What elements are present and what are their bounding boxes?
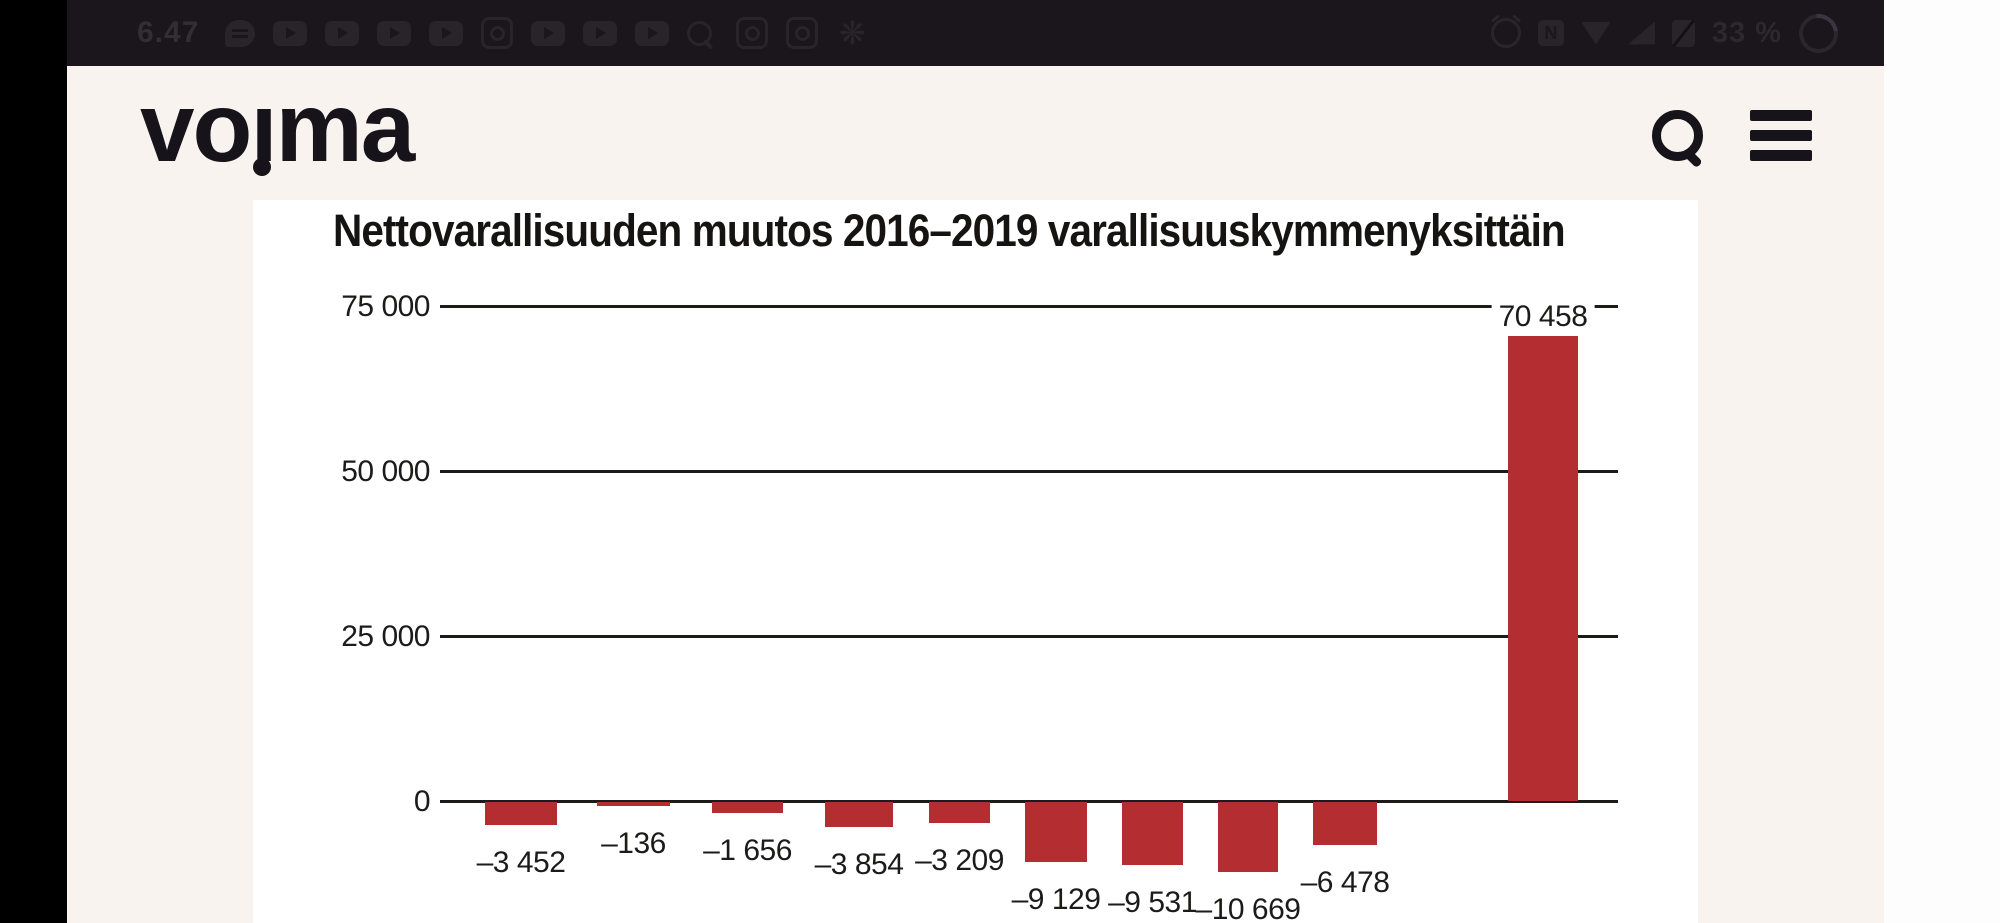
battery-ring-icon xyxy=(1791,5,1846,61)
bar-value-label: –136 xyxy=(601,827,666,860)
hamburger-icon xyxy=(1750,110,1812,121)
youtube-icon xyxy=(531,20,566,46)
bar-value-label: –3 452 xyxy=(476,845,566,879)
youtube-icon xyxy=(377,20,412,46)
y-tick-label: 50 000 xyxy=(341,455,430,488)
android-nav-bar xyxy=(1884,0,2000,923)
youtube-icon xyxy=(635,20,670,46)
bar-decile-8 xyxy=(1218,802,1278,873)
gridline-75000 xyxy=(440,305,1618,308)
android-status-bar: 6.47 ❋ N 33 % xyxy=(67,0,1884,66)
alarm-icon xyxy=(1490,18,1521,48)
y-tick-label: 0 xyxy=(413,785,431,818)
bar-value-label: –3 209 xyxy=(915,844,1004,878)
bar-decile-10 xyxy=(1508,335,1578,801)
bar-decile-1 xyxy=(485,802,557,825)
search-icon xyxy=(687,20,713,46)
clock-text: 6.47 xyxy=(137,16,200,49)
voima-logo[interactable]: voı ma xyxy=(140,78,415,176)
youtube-icon xyxy=(273,20,308,46)
bar-decile-9 xyxy=(1313,802,1377,845)
gridline-0 xyxy=(440,800,1618,803)
bar-value-label: –1 656 xyxy=(703,833,792,867)
bar-value-label: –10 669 xyxy=(1195,893,1301,923)
instagram-icon xyxy=(786,17,819,49)
logo-i-dot xyxy=(253,158,272,176)
logo-part-vo: vo xyxy=(140,72,252,182)
bar-value-label: –9 531 xyxy=(1108,885,1197,919)
bar-decile-5 xyxy=(929,802,990,824)
youtube-icon xyxy=(325,20,360,46)
pinwheel-icon: ❋ xyxy=(838,14,866,52)
bar-decile-4 xyxy=(825,802,893,828)
menu-button[interactable] xyxy=(1750,110,1812,162)
logo-part-ma: ma xyxy=(275,72,416,182)
signal-icon xyxy=(1627,21,1655,45)
chat-bubble-icon xyxy=(225,19,256,47)
bar-decile-3 xyxy=(712,802,783,813)
logo-part-i: ı xyxy=(250,72,278,182)
youtube-icon xyxy=(583,20,618,46)
bar-decile-7 xyxy=(1122,802,1183,865)
bar-value-label: –9 129 xyxy=(1011,883,1101,917)
bar-value-label: –3 854 xyxy=(814,848,904,882)
battery-percent: 33 % xyxy=(1711,16,1782,49)
display-cutout-strip xyxy=(0,0,67,923)
search-icon xyxy=(1652,110,1703,161)
search-button[interactable] xyxy=(1650,108,1706,169)
gridline-25000 xyxy=(440,635,1618,638)
no-sim-icon xyxy=(1671,19,1695,47)
instagram-icon xyxy=(736,17,769,49)
wifi-icon xyxy=(1580,21,1611,45)
chart-title: Nettovarallisuuden muutos 2016–2019 vara… xyxy=(333,205,1566,256)
youtube-icon xyxy=(429,20,464,46)
instagram-icon xyxy=(481,17,514,49)
status-bar-system-icons: N 33 % xyxy=(1490,0,1846,66)
gridline-50000 xyxy=(440,470,1618,473)
bar-value-label: 70 458 xyxy=(1491,299,1595,334)
status-bar-notifications: 6.47 ❋ xyxy=(137,16,868,50)
y-tick-label: 25 000 xyxy=(341,620,430,653)
bar-decile-6 xyxy=(1025,802,1087,863)
bar-decile-2 xyxy=(597,802,670,806)
bar-value-label: –6 478 xyxy=(1300,865,1390,899)
nfc-icon: N xyxy=(1537,20,1564,46)
y-tick-label: 75 000 xyxy=(341,290,430,323)
